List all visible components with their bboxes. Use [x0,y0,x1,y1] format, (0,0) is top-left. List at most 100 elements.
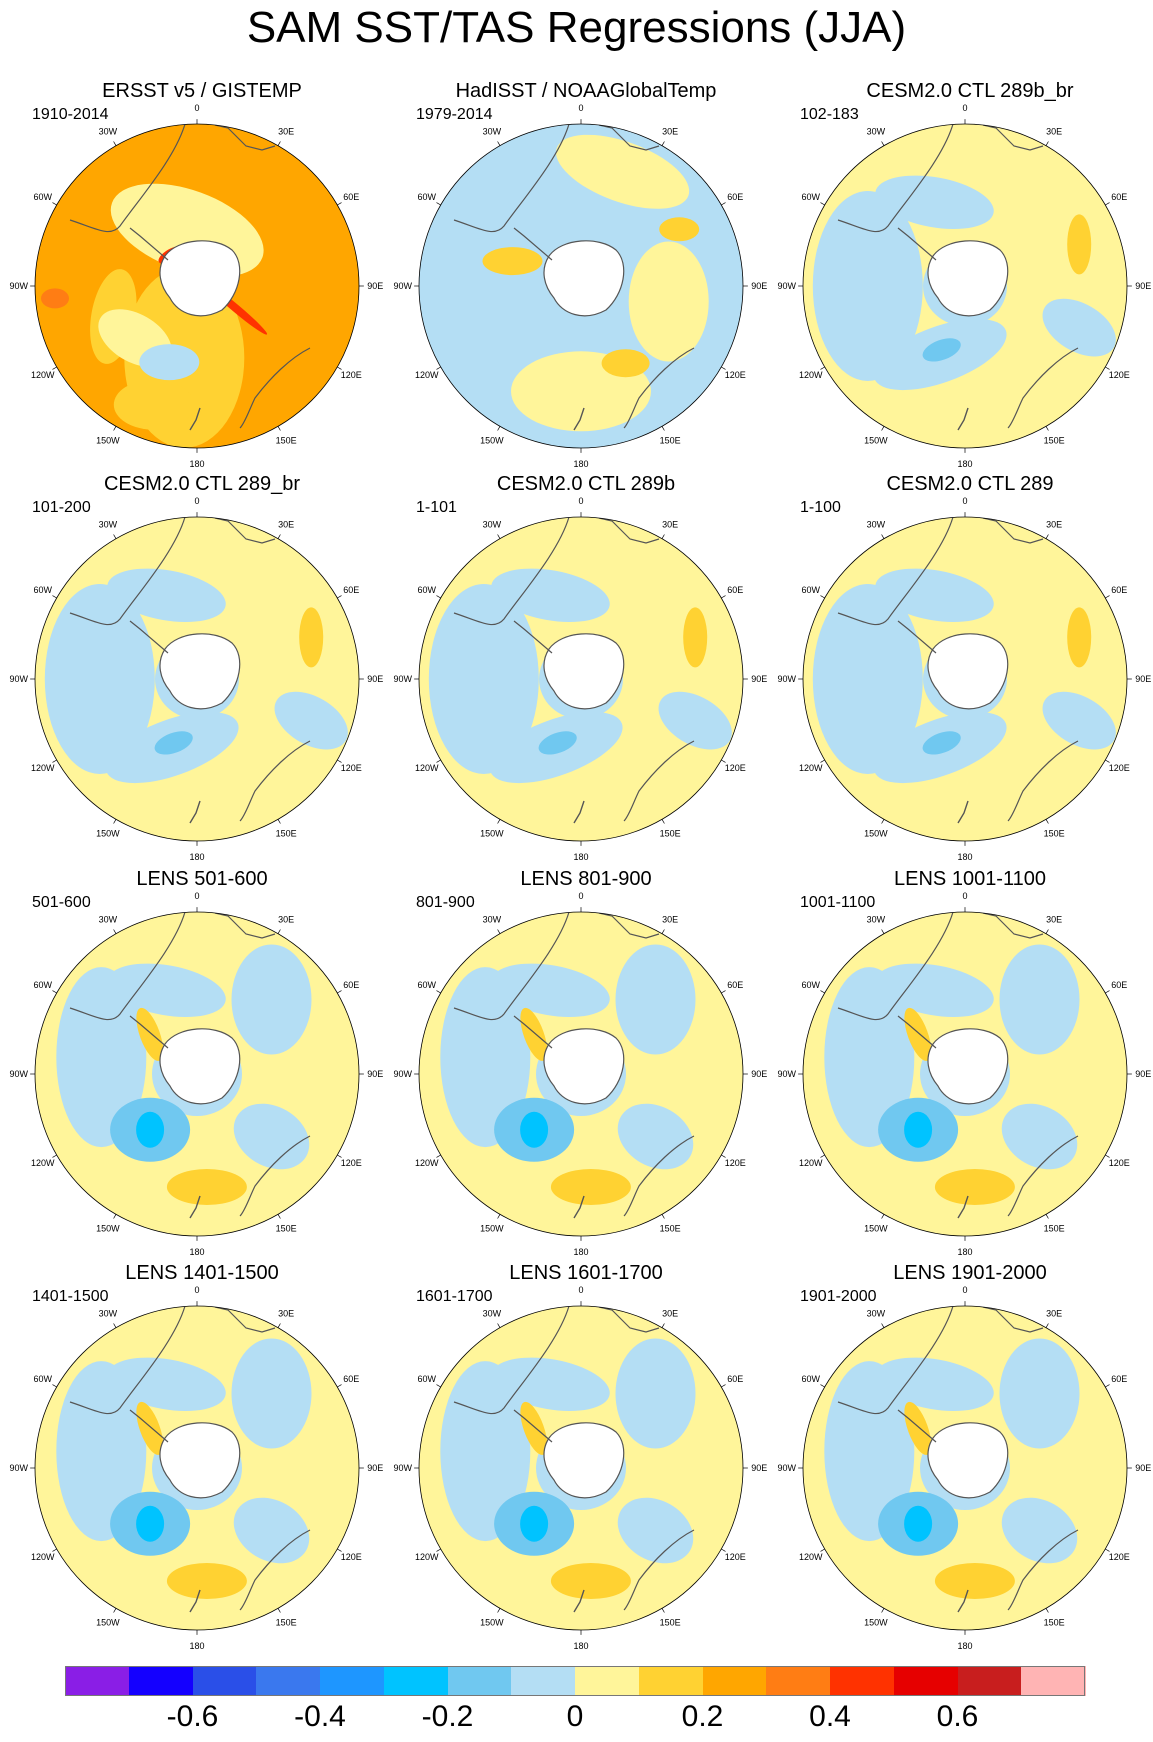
longitude-label: 60E [727,1374,743,1384]
antarctic-peninsula [897,1015,937,1049]
new-zealand-coast [573,1589,585,1613]
longitude-label: 60E [1111,585,1127,595]
antarctic-peninsula [513,227,553,261]
longitude-label: 150W [864,1617,888,1627]
colorbar-swatch [766,1666,831,1696]
longitude-tick [820,759,825,763]
longitude-tick [113,1214,117,1219]
longitude-label: 30W [99,520,118,530]
longitude-label: 180 [573,1641,588,1651]
longitude-label: 90W [10,1069,29,1079]
longitude-label: 0 [194,891,199,901]
longitude-tick [113,141,117,146]
longitude-tick [1045,1214,1049,1219]
longitude-label: 60W [801,585,820,595]
panel-period: 1-101 [416,499,457,516]
longitude-label: 0 [194,103,199,113]
australia-coast [623,1529,695,1611]
panel-title: LENS 1901-2000 [893,1262,1047,1284]
longitude-tick [52,990,57,994]
map-panel: CESM2.0 CTL 289 1-100 0 30E 60E 90E 120E 150E 18… [768,471,1152,864]
anomaly-region [1042,691,1116,750]
longitude-tick [497,929,501,934]
longitude-label: 150W [480,1223,504,1233]
antarctic-peninsula [129,1409,169,1443]
longitude-label: 30E [278,520,294,530]
anomaly-region [428,584,539,774]
anomaly-region [136,1111,165,1148]
longitude-tick [721,1548,726,1552]
longitude-label: 90W [778,1069,797,1079]
longitude-tick [661,426,665,431]
longitude-tick [337,1384,342,1388]
panel-title: CESM2.0 CTL 289b [496,473,676,495]
anomaly-region [904,1007,932,1061]
longitude-label: 90E [751,1069,767,1079]
longitude-label: 120E [725,370,746,380]
panel-period: 1001-1100 [800,894,876,911]
antarctica-landmass [159,633,241,710]
longitude-tick [1105,1384,1110,1388]
australia-coast [1007,1135,1079,1217]
panel-period: 801-900 [416,894,475,911]
polar-map: 0 30E 60E 90E 120E 150E 180 150W 120W 90W 60W 30W [394,1285,768,1651]
anomaly-region [56,967,147,1148]
longitude-label: 30W [99,1309,118,1319]
panel-title: LENS 801-900 [520,868,652,890]
anomaly-region [812,191,923,381]
longitude-label: 0 [962,891,967,901]
longitude-label: 120E [341,763,362,773]
longitude-label: 0 [962,1285,967,1295]
anomaly-region [628,241,709,362]
colorbar-tick-label: -0.4 [294,1700,346,1733]
new-zealand-coast [957,800,969,824]
south-america-coast [837,124,954,233]
longitude-tick [436,202,441,206]
longitude-label: 60E [727,585,743,595]
south-america-coast [837,517,954,626]
polar-map: 0 30E 60E 90E 120E 150E 180 150W 120W 90W 60W 30W [10,496,384,862]
polar-map: 0 30E 60E 90E 120E 150E 180 150W 120W 90W 60W 30W [394,891,768,1257]
anomaly-region [166,1563,247,1599]
longitude-tick [1105,1154,1110,1158]
colorbar-swatch [256,1666,321,1696]
anomaly-region [299,607,324,668]
anomaly-region [136,1401,164,1455]
antarctica-landmass [159,1422,241,1499]
polar-map: 0 30E 60E 90E 120E 150E 180 150W 120W 90W 60W 30W [10,891,384,1257]
south-america-coast [453,1306,570,1415]
anomaly-region [556,134,690,209]
longitude-tick [721,759,726,763]
longitude-label: 120W [799,370,823,380]
longitude-tick [436,1548,441,1552]
panel-period: 1979-2014 [416,106,493,123]
longitude-label: 30W [483,127,502,137]
longitude-label: 120W [31,763,55,773]
anomaly-region [538,731,577,755]
anomaly-region [520,1401,548,1455]
anomaly-region [615,1338,696,1449]
longitude-label: 60W [417,1374,436,1384]
longitude-tick [820,1384,825,1388]
longitude-label: 180 [189,459,204,469]
new-zealand-coast [573,800,585,824]
longitude-label: 0 [194,1285,199,1295]
longitude-tick [52,202,57,206]
anomaly-region [1042,298,1116,357]
longitude-tick [661,1214,665,1219]
anomaly-region [113,379,194,430]
longitude-label: 30W [867,520,886,530]
longitude-tick [113,929,117,934]
longitude-label: 60E [343,585,359,595]
longitude-label: 30W [867,1309,886,1319]
longitude-label: 150E [276,1617,297,1627]
longitude-tick [820,990,825,994]
longitude-label: 90W [10,674,29,684]
colorbar-tick-label: 0 [566,1700,584,1733]
longitude-label: 60W [33,1374,52,1384]
longitude-tick [113,426,117,431]
longitude-label: 0 [962,496,967,506]
africa-coast [598,517,660,544]
longitude-label: 120W [415,1552,439,1562]
panel-period: 1910-2014 [32,106,109,123]
